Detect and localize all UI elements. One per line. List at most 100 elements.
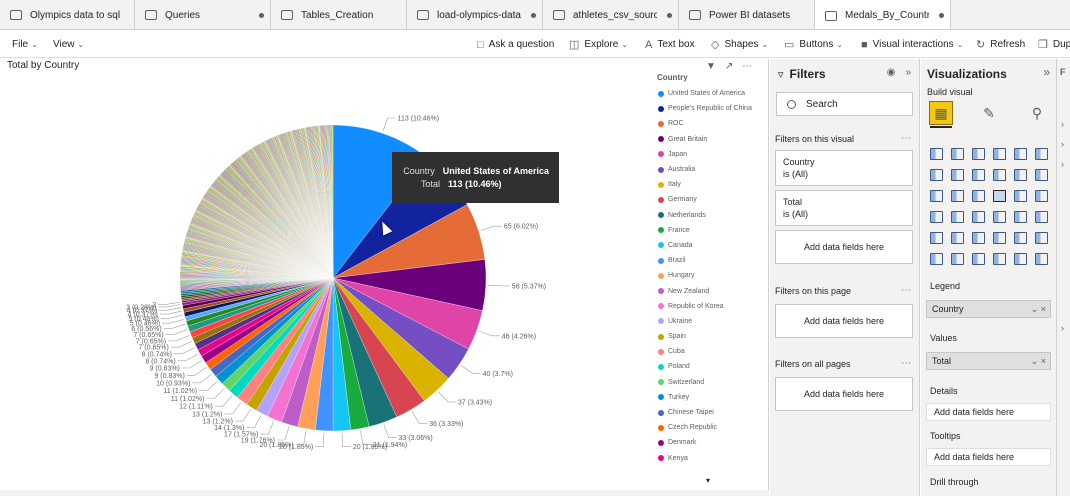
visual-type-button[interactable] [989, 185, 1010, 206]
report-canvas[interactable]: 113 (10.46%)71 (6.57%)65 (6.02%)58 (5.37… [0, 59, 769, 496]
legend-item[interactable]: People's Republic of China [658, 101, 766, 116]
legend-item[interactable]: Spain [658, 329, 766, 344]
chevron-right-icon[interactable]: › [1061, 159, 1064, 169]
legend-field-well[interactable]: Country ⌄ × [926, 300, 1051, 318]
chevron-right-icon[interactable]: › [1061, 139, 1064, 149]
tab-2[interactable]: Tables_Creation [271, 0, 407, 29]
remove-field-icon[interactable]: ⌄ × [1030, 303, 1046, 314]
tab-5[interactable]: Power BI datasets [679, 0, 815, 29]
visual-type-button[interactable] [989, 143, 1010, 164]
visual-type-button[interactable] [947, 206, 968, 227]
legend-item[interactable]: Japan [658, 147, 766, 162]
visual-type-button[interactable] [989, 227, 1010, 248]
details-dropzone[interactable]: Add data fields here [926, 403, 1051, 421]
filter-card-total[interactable]: Total is (All) [775, 190, 913, 226]
more-options-icon[interactable]: ⋯ [901, 133, 911, 144]
legend-item[interactable]: Canada [658, 238, 766, 253]
visual-type-button[interactable] [947, 227, 968, 248]
visual-type-button[interactable] [947, 185, 968, 206]
more-options-icon[interactable]: ⋯ [901, 358, 911, 369]
filter-icon[interactable]: ▼ [706, 61, 716, 72]
visual-type-button[interactable] [1031, 248, 1052, 269]
legend-item[interactable]: Australia [658, 162, 766, 177]
legend-item[interactable]: Switzerland [658, 375, 766, 390]
values-field-well[interactable]: Total ⌄ × [926, 352, 1051, 370]
analytics-tab[interactable]: ⚲ [1031, 104, 1043, 121]
legend-item[interactable]: Brazil [658, 253, 766, 268]
visual-type-button[interactable] [1031, 164, 1052, 185]
add-all-pages-filter-dropzone[interactable]: Add data fields here [775, 377, 913, 411]
visual-type-button[interactable] [1031, 185, 1052, 206]
legend-item[interactable]: Chinese Taipei [658, 405, 766, 420]
legend-item[interactable]: Netherlands [658, 208, 766, 223]
fields-pane-collapsed[interactable]: F › › › › [1056, 59, 1070, 496]
legend-item[interactable]: Czech Republic [658, 420, 766, 435]
eye-icon[interactable]: ◉ [886, 67, 896, 78]
duplicate-button[interactable]: ❐ Dup [1038, 31, 1070, 58]
legend-item[interactable]: Turkey [658, 390, 766, 405]
legend-item[interactable]: Republic of Korea [658, 299, 766, 314]
legend-item[interactable]: New Zealand [658, 283, 766, 298]
visual-type-button[interactable] [947, 164, 968, 185]
visual-type-button[interactable] [947, 248, 968, 269]
legend-item[interactable]: Ukraine [658, 314, 766, 329]
buttons-button[interactable]: ▭ Buttons ⌄ [784, 31, 843, 58]
legend-item[interactable]: ROC [658, 116, 766, 131]
visual-type-button[interactable] [1010, 227, 1031, 248]
refresh-button[interactable]: ↻ Refresh [976, 31, 1025, 58]
visual-type-button[interactable] [1031, 206, 1052, 227]
visual-type-button[interactable] [968, 227, 989, 248]
visual-type-button[interactable] [989, 248, 1010, 269]
legend-item[interactable]: Hungary [658, 268, 766, 283]
view-menu[interactable]: View ⌄ [53, 31, 84, 58]
chevron-right-icon[interactable]: › [1061, 119, 1064, 129]
visual-type-button[interactable] [968, 164, 989, 185]
visual-type-button[interactable] [968, 206, 989, 227]
tab-1[interactable]: Queries [135, 0, 271, 29]
pie-slice[interactable] [331, 124, 334, 279]
filter-search-input[interactable]: Search [776, 92, 913, 116]
legend-item[interactable]: Great Britain [658, 132, 766, 147]
legend-item[interactable]: Germany [658, 192, 766, 207]
legend-item[interactable]: Italy [658, 177, 766, 192]
visual-type-button[interactable] [989, 206, 1010, 227]
remove-field-icon[interactable]: ⌄ × [1030, 355, 1046, 366]
chevron-right-icon[interactable]: › [1061, 323, 1064, 333]
collapse-icon[interactable]: » [905, 67, 911, 78]
visual-type-button[interactable] [1031, 227, 1052, 248]
visual-type-button[interactable] [1010, 206, 1031, 227]
ask-question-button[interactable]: □ Ask a question [477, 31, 554, 58]
shapes-button[interactable]: ◇ Shapes ⌄ [711, 31, 768, 58]
visual-type-button[interactable] [1010, 164, 1031, 185]
add-page-filter-dropzone[interactable]: Add data fields here [775, 304, 913, 338]
visual-type-button[interactable] [989, 164, 1010, 185]
visual-type-button[interactable] [947, 143, 968, 164]
visual-type-button[interactable] [926, 164, 947, 185]
visual-type-button[interactable] [968, 185, 989, 206]
build-visual-tab[interactable]: ▦ [929, 101, 953, 128]
filter-card-country[interactable]: Country is (All) [775, 150, 913, 186]
visual-type-button[interactable] [1010, 143, 1031, 164]
legend-item[interactable]: Denmark [658, 435, 766, 450]
explore-button[interactable]: ◫ Explore ⌄ [569, 31, 628, 58]
legend-item[interactable]: Poland [658, 359, 766, 374]
pie-chart[interactable]: 113 (10.46%)71 (6.57%)65 (6.02%)58 (5.37… [0, 59, 768, 491]
visual-type-button[interactable] [926, 206, 947, 227]
tab-3[interactable]: load-olympics-data... [407, 0, 543, 29]
tab-6[interactable]: Medals_By_Country [815, 0, 951, 29]
legend-item[interactable]: France [658, 223, 766, 238]
visual-type-button[interactable] [926, 185, 947, 206]
canvas-scrollbar[interactable] [0, 490, 769, 496]
visual-type-button[interactable] [1031, 143, 1052, 164]
add-visual-filter-dropzone[interactable]: Add data fields here [775, 230, 913, 264]
visual-type-button[interactable] [1010, 185, 1031, 206]
focus-mode-icon[interactable]: ↗ [724, 61, 734, 72]
tab-0[interactable]: Olympics data to sql [0, 0, 135, 29]
visual-type-button[interactable] [968, 248, 989, 269]
format-visual-tab[interactable]: ✎ [983, 104, 995, 121]
more-options-icon[interactable]: ⋯ [901, 285, 911, 296]
visual-type-button[interactable] [926, 143, 947, 164]
tooltips-dropzone[interactable]: Add data fields here [926, 448, 1051, 466]
text-box-button[interactable]: A Text box [645, 31, 695, 58]
visual-type-button[interactable] [926, 227, 947, 248]
